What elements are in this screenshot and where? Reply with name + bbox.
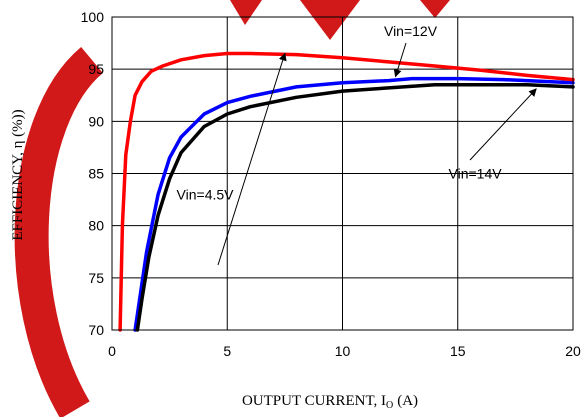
y-tick-label: 80 [88, 218, 104, 234]
x-tick-label: 10 [335, 343, 351, 359]
x-tick-label: 20 [565, 343, 581, 359]
annotation-label: Vin=14V [449, 166, 503, 182]
annotation-label: Vin=12V [384, 23, 438, 39]
y-tick-label: 100 [81, 9, 105, 25]
series-line-vin-4-5v [118, 51, 575, 332]
plot-frame [111, 16, 574, 331]
x-axis-label-sub: O [386, 400, 393, 411]
y-tick-label: 85 [88, 166, 104, 182]
x-axis-title: OUTPUT CURRENT, IO (A) [242, 393, 418, 411]
x-axis-label-unit: (A) [397, 393, 418, 409]
x-axis-label: OUTPUT CURRENT, I [242, 393, 386, 409]
watermark-ring [14, 46, 104, 417]
annotation-arrow [217, 52, 287, 266]
y-tick-label: 95 [88, 61, 104, 77]
x-tick-label: 15 [450, 343, 466, 359]
y-tick-label: 75 [88, 270, 104, 286]
y-axis-title: EFFICIENCY, η (%)) [10, 109, 26, 240]
series-group [118, 51, 575, 332]
x-tick-label: 0 [108, 343, 116, 359]
annotation-arrow [469, 88, 537, 161]
series-line-vin-14v [135, 83, 575, 332]
grid [111, 16, 574, 331]
series-line-vin-12v [133, 76, 575, 332]
watermark-shape [420, 0, 450, 18]
watermark-shape [300, 0, 360, 40]
y-tick-label: 70 [88, 322, 104, 338]
y-tick-label: 90 [88, 113, 104, 129]
x-ticks: 0 5 10 15 20 [108, 343, 581, 359]
annotations: Vin=12V Vin=14V Vin=4.5V [177, 23, 537, 266]
watermark [14, 0, 450, 417]
y-ticks: 70 75 80 85 90 95 100 [81, 9, 105, 338]
x-tick-label: 5 [223, 343, 231, 359]
annotation-arrow [393, 42, 407, 78]
annotation-label: Vin=4.5V [177, 187, 235, 203]
watermark-shape [230, 0, 262, 25]
